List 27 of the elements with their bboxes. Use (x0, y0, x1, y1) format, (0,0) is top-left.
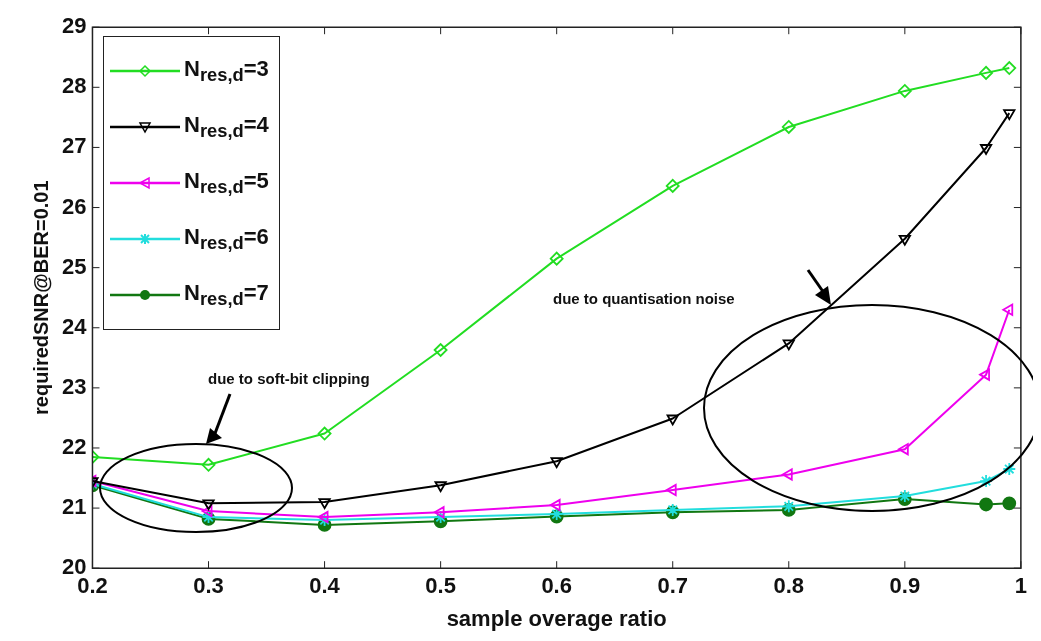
y-tick-label: 27 (61, 133, 87, 159)
legend-label: N$_{res,d}$=6 (184, 223, 269, 255)
y-tick-label: 26 (61, 193, 87, 219)
x-tick-label: 0.7 (657, 573, 689, 599)
x-tick-label: 1 (1014, 573, 1028, 599)
legend-label: N$_{res,d}$=7 (184, 279, 269, 311)
x-tick-label: 0.3 (193, 573, 224, 599)
x-tick-label: 0.5 (425, 573, 456, 599)
x-tick-label: 0.6 (541, 573, 572, 599)
annotation: due to quantisation noise (553, 290, 735, 308)
x-tick-label: 0.9 (889, 573, 921, 599)
legend-label: N$_{res,d}$=4 (184, 111, 269, 143)
y-tick-label: 22 (61, 434, 87, 460)
annotation: due to soft-bit clipping (208, 370, 370, 388)
x-tick-label: 0.4 (309, 573, 341, 599)
legend-label: N$_{res,d}$=5 (184, 167, 269, 199)
x-tick-label: 0.2 (77, 573, 108, 599)
y-tick-label: 24 (61, 313, 88, 339)
y-axis-title: requiredSNR@BER=0.01 (29, 180, 52, 415)
y-tick-label: 25 (61, 253, 87, 279)
y-tick-label: 23 (61, 373, 87, 399)
y-tick-label: 28 (61, 73, 87, 99)
legend-label: N$_{res,d}$=3 (184, 55, 269, 87)
x-axis-title: sample overage ratio (446, 605, 667, 631)
y-tick-label: 21 (61, 494, 87, 520)
y-tick-label: 29 (61, 13, 87, 39)
x-tick-label: 0.8 (773, 573, 805, 599)
